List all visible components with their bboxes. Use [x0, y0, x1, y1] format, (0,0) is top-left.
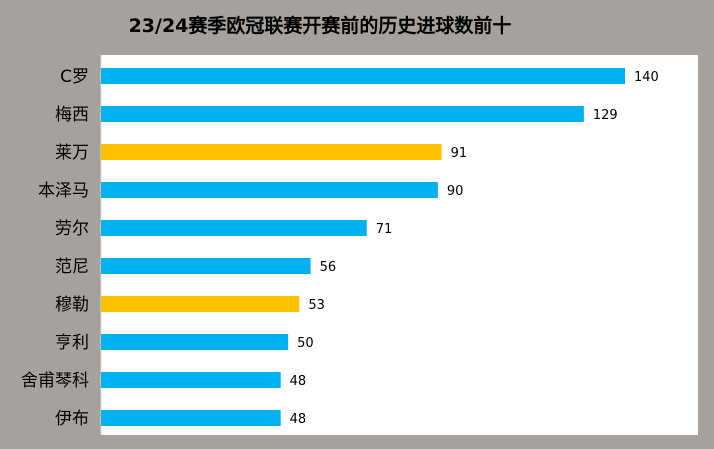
value-label: 140	[634, 70, 659, 85]
category-label: 莱万	[55, 143, 89, 163]
value-label: 48	[290, 412, 307, 427]
bar	[101, 258, 311, 274]
category-label: 本泽马	[38, 181, 89, 201]
category-label: 穆勒	[55, 295, 89, 315]
bar	[101, 296, 300, 312]
value-label: 50	[297, 336, 314, 351]
value-label: 71	[376, 222, 393, 237]
category-label: 伊布	[55, 409, 89, 429]
bar	[101, 334, 289, 350]
bar	[101, 410, 281, 426]
bar	[101, 182, 438, 198]
value-label: 53	[308, 298, 325, 313]
chart-title: 23/24赛季欧冠联赛开赛前的历史进球数前十	[129, 14, 512, 37]
bar	[101, 372, 281, 388]
bar	[101, 68, 626, 84]
category-label: 劳尔	[55, 219, 89, 239]
bar	[101, 220, 367, 236]
value-label: 56	[320, 260, 337, 275]
category-label: 亨利	[55, 333, 89, 353]
value-label: 91	[451, 146, 468, 161]
value-label: 90	[447, 184, 464, 199]
bar	[101, 144, 442, 160]
value-label: 48	[290, 374, 307, 389]
category-label: 舍甫琴科	[21, 371, 89, 391]
value-label: 129	[593, 108, 618, 123]
category-label: C罗	[60, 67, 89, 87]
category-label: 范尼	[55, 257, 89, 277]
category-label: 梅西	[55, 105, 89, 125]
bars-layer: C罗 140 梅西 129 莱万 91 本泽马 90 劳尔 71 范尼 56 穆勒 53 亨利 50 舍甫琴科 4…	[21, 67, 659, 429]
bar	[101, 106, 584, 122]
